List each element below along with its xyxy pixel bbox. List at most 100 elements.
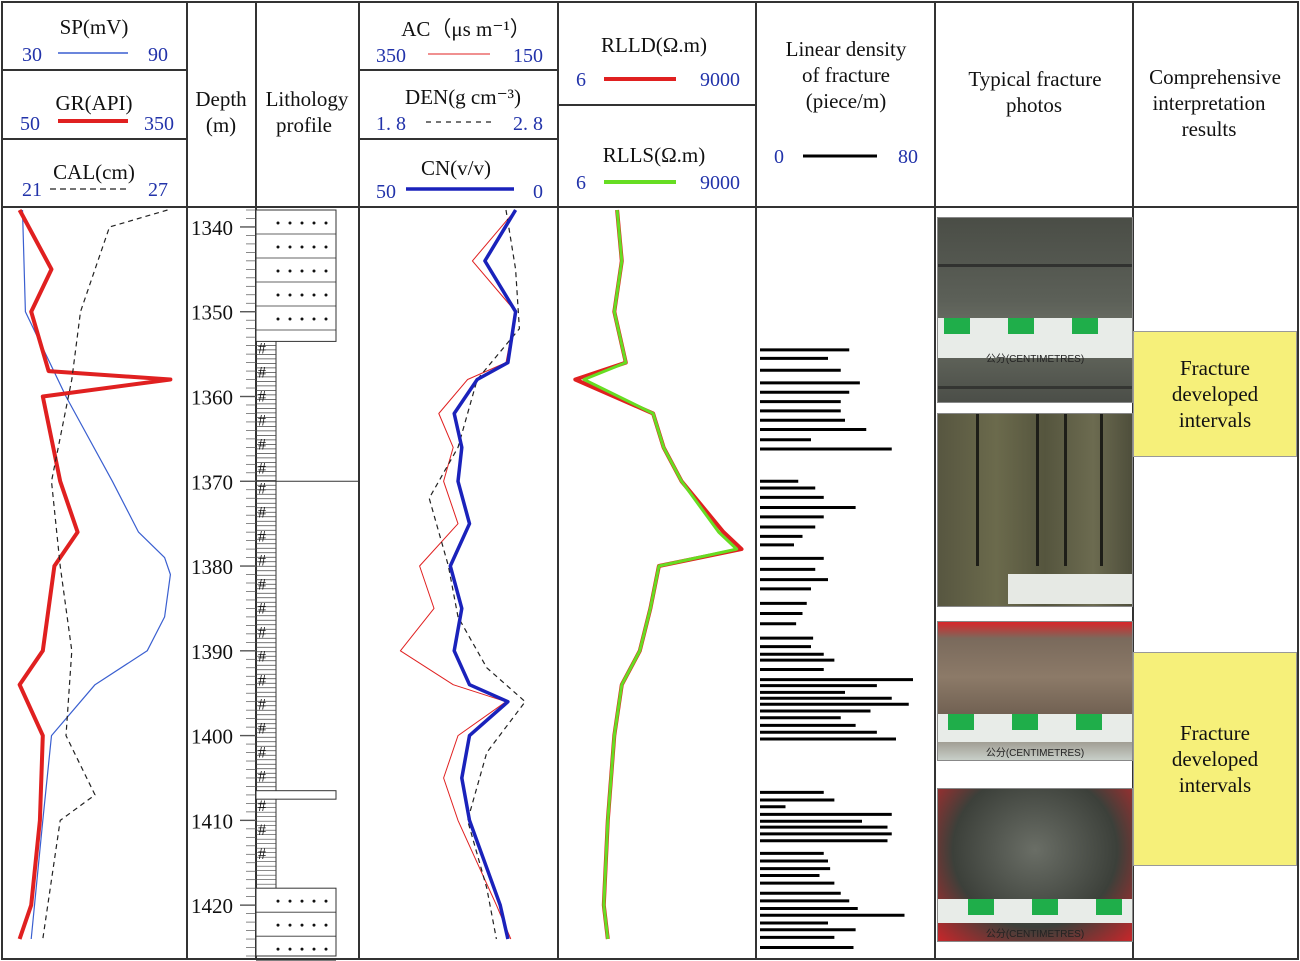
rlls-max: 9000 (700, 172, 740, 194)
fracture-min: 0 (774, 146, 784, 168)
interp-label-2: interpretation (1152, 91, 1266, 115)
lithology-sand-dot (300, 317, 304, 321)
lithology-fracture-symbol: # (258, 388, 266, 405)
lithology-fracture-symbol: # (258, 340, 266, 357)
interp-1-line2: developed (1171, 382, 1259, 406)
depth-tick-label: 1400 (191, 725, 233, 749)
rlls-min: 6 (576, 172, 586, 194)
interp-1-line3: intervals (1178, 408, 1252, 432)
lithology-sand-dot (312, 947, 316, 951)
lithology-fracture-symbol: # (258, 364, 266, 381)
rlls-label: RLLS(Ω.m) (603, 143, 706, 167)
lithology-sand-dot (288, 245, 292, 249)
interp-label-1: Comprehensive (1149, 65, 1281, 89)
cal-min: 21 (22, 179, 42, 201)
ac-min: 350 (376, 45, 406, 67)
lithology-fracture-symbol: # (258, 480, 266, 497)
lithology-sandstone (255, 209, 337, 342)
lithology-sand-dot (324, 923, 328, 927)
fracture-label-3: (piece/m) (806, 89, 886, 113)
sp-label: SP(mV) (60, 15, 129, 39)
depth-tick-label: 1340 (191, 216, 233, 240)
depth-tick-label: 1390 (191, 640, 233, 664)
lithology-sand-dot (276, 293, 280, 297)
interpretation-box-2: Fracture developed intervals (1133, 652, 1297, 866)
depth-label: Depth (195, 87, 247, 111)
curve-den (428, 209, 526, 940)
rlld-max: 9000 (700, 69, 740, 91)
cal-max: 27 (148, 179, 168, 201)
lithology-fracture-symbol: # (258, 460, 266, 477)
depth-tick-label: 1370 (191, 470, 233, 494)
core-photo-3: 公分(CENTIMETRES) (937, 621, 1133, 761)
lithology-sand-dot (324, 317, 328, 321)
curve-gr-api- (17, 209, 173, 940)
lithology-sand-dot (288, 269, 292, 273)
core-photo-4: 公分(CENTIMETRES) (937, 788, 1133, 942)
lithology-fracture-symbol: # (258, 504, 266, 521)
lithology-sand-dot (288, 293, 292, 297)
core-photo-1: 公分(CENTIMETRES) (937, 217, 1133, 403)
interp-2-line1: Fracture (1180, 721, 1250, 745)
lithology-fracture-symbol: # (258, 744, 266, 761)
lithology-fracture-symbol: # (258, 846, 266, 863)
lithology-sand-dot (288, 947, 292, 951)
lithology-sand-dot (312, 899, 316, 903)
lithology-sand-dot (276, 947, 280, 951)
lithology-fracture-symbol: # (258, 672, 266, 689)
interp-2-line3: intervals (1178, 773, 1252, 797)
lithology-fracture-symbol: # (258, 696, 266, 713)
log-curves (17, 209, 744, 940)
lithology-sand-dot (276, 899, 280, 903)
lithology-sand-dot (312, 269, 316, 273)
core-photo-2 (937, 413, 1133, 607)
curve-cn-v-v- (448, 209, 518, 940)
lithology-label: Lithology (266, 87, 349, 111)
rlld-min: 6 (576, 69, 586, 91)
curve-rlls (582, 209, 739, 940)
lithology-sand-dot (300, 245, 304, 249)
lithology-sand-dot (300, 947, 304, 951)
cal-label: CAL(cm) (53, 160, 135, 184)
sp-min: 30 (22, 44, 42, 66)
lithology-sand-dot (300, 899, 304, 903)
lithology-fracture-symbol: # (258, 528, 266, 545)
fracture-label-1: Linear density (786, 37, 907, 61)
lithology-sand-dot (300, 923, 304, 927)
depth-tick-label: 1420 (191, 894, 233, 918)
gr-label: GR(API) (56, 91, 133, 115)
lithology-fracture-symbol: # (258, 552, 266, 569)
lithology-sand-dot (324, 269, 328, 273)
photos-label-1: Typical fracture (968, 67, 1101, 91)
den-label: DEN(g cm⁻³) (405, 85, 521, 109)
cn-max: 0 (533, 181, 543, 203)
cn-label: CN(v/v) (421, 156, 491, 180)
lithology-sand-dot (288, 923, 292, 927)
lithology-sand-dot (312, 317, 316, 321)
lithology-sand-dot (276, 923, 280, 927)
lithology-sand-dot (312, 923, 316, 927)
lithology-fracture-symbol: # (258, 624, 266, 641)
depth-axis: 1340 1350 1360 1370 1380 1390 1400 1410 1420 (191, 209, 256, 957)
lithology-sand-dot (312, 245, 316, 249)
fracture-density-bars (760, 348, 913, 950)
lithology-column: # # # # # # # # # # # # # # # # # # # # # # (255, 209, 359, 961)
curve-ac (399, 209, 517, 940)
interp-2-line2: developed (1171, 747, 1259, 771)
lithology-fracture-symbol: # (258, 720, 266, 737)
den-max: 2. 8 (513, 113, 543, 135)
curve-sp-mv- (21, 209, 171, 940)
lithology-fracture-symbol: # (258, 768, 266, 785)
lithology-sand-dot (312, 293, 316, 297)
lithology-sand-dot (324, 221, 328, 225)
lithology-sand-dot (324, 899, 328, 903)
lithology-fracture-symbol: # (258, 412, 266, 429)
lithology-sand-dot (324, 293, 328, 297)
lithology-sand-dot (288, 899, 292, 903)
interp-1-line1: Fracture (1180, 356, 1250, 380)
fracture-label-2: of fracture (802, 63, 890, 87)
photos-label-2: photos (1006, 93, 1062, 117)
fracture-max: 80 (898, 146, 918, 168)
